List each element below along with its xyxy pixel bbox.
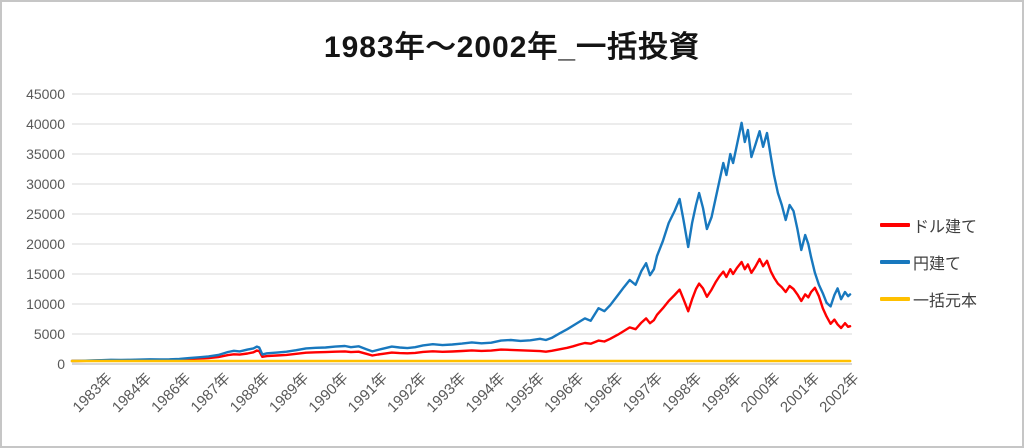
x-axis-tick-label: 1997年 [620,370,666,416]
y-axis-tick-label: 5000 [34,326,65,342]
y-axis-tick-label: 20000 [26,236,65,252]
x-axis-tick-label: 1983年 [70,370,116,416]
x-axis-tick-label: 1995年 [502,370,548,416]
legend-swatch-principal-series [880,297,910,301]
dollar-series-line [70,257,852,363]
legend-item-yen-series: 円建て [880,250,977,274]
x-axis-tick-label: 1984年 [109,370,155,416]
x-axis-tick-label: 1998年 [659,370,705,416]
x-axis-tick-label: 1992年 [384,370,430,416]
x-axis-tick-label: 2001年 [777,370,823,416]
legend: ドル建て円建て一括元本 [880,213,977,311]
y-axis-tick-label: 0 [57,356,65,372]
x-axis-tick-label: 1990年 [305,370,351,416]
x-axis-tick-label: 1986年 [148,370,194,416]
x-axis-tick-label: 1996年 [581,370,627,416]
legend-swatch-dollar-series [880,223,910,227]
x-axis-tick-label: 1987年 [188,370,234,416]
x-axis-tick-label: 1988年 [227,370,273,416]
x-axis-tick-label: 1999年 [698,370,744,416]
x-axis-tick-label: 1989年 [266,370,312,416]
x-axis-tick-label: 1993年 [423,370,469,416]
y-axis-tick-label: 30000 [26,176,65,192]
y-axis-tick-label: 40000 [26,116,65,132]
chart-title: 1983年〜2002年_一括投資 [323,31,701,64]
x-axis-tick-label: 2002年 [816,370,862,416]
legend-item-principal-series: 一括元本 [880,287,977,311]
legend-label: 一括元本 [913,293,978,310]
legend-label: ドル建て [913,219,978,236]
y-axis-tick-label: 15000 [26,266,65,282]
legend-item-dollar-series: ドル建て [880,213,977,237]
legend-label: 円建て [913,256,962,273]
y-axis-tick-label: 35000 [26,146,65,162]
yen-series-line [70,121,852,363]
x-axis-tick-label: 1994年 [463,370,509,416]
x-axis-tick-label: 2000年 [738,370,784,416]
x-axis-tick-label: 1991年 [345,370,391,416]
legend-swatch-yen-series [880,260,910,264]
y-axis-tick-label: 45000 [26,86,65,102]
y-axis-tick-label: 25000 [26,206,65,222]
x-axis-tick-label: 1996年 [541,370,587,416]
y-axis-tick-label: 10000 [26,296,65,312]
